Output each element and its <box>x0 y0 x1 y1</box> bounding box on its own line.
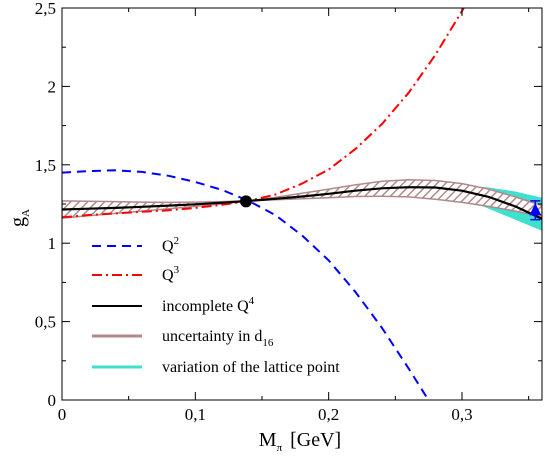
x-tick-label: 0,2 <box>318 405 339 424</box>
y-tick-label: 1 <box>48 234 57 253</box>
x-tick-label: 0,3 <box>451 405 472 424</box>
legend-label: uncertainty in d16 <box>162 328 274 349</box>
y-tick-label: 0,5 <box>35 313 56 332</box>
curves <box>62 8 542 400</box>
x-axis-title: Mπ [GeV] <box>259 429 341 454</box>
y-tick-label: 0 <box>48 391 57 410</box>
legend-item-d16: uncertainty in d16 <box>92 328 274 349</box>
bands <box>62 178 542 231</box>
legend-label: Q2 <box>162 235 179 255</box>
legend: Q2 Q3 incomplete Q4 uncertainty in d16 varia… <box>92 235 340 376</box>
x-tick-label: 0 <box>58 405 67 424</box>
chiral-limit-point <box>240 195 252 208</box>
q3-curve <box>62 8 465 219</box>
legend-item-q3: Q3 <box>92 264 180 284</box>
y-axis-ticks: 0 0,5 1 1,5 2 2,5 <box>35 0 542 410</box>
x-tick-label: 0,1 <box>185 405 206 424</box>
legend-item-q2: Q2 <box>92 235 179 255</box>
q4-curve <box>62 186 542 220</box>
d16-uncertainty-band <box>62 178 542 219</box>
lattice-point <box>529 203 542 216</box>
y-axis-title: gA <box>7 209 32 227</box>
x-axis-ticks: 0 0,1 0,2 0,3 <box>58 8 530 424</box>
q2-curve <box>62 169 430 400</box>
legend-item-lattice: variation of the lattice point <box>92 359 340 376</box>
legend-label: Q3 <box>162 264 180 284</box>
legend-label: variation of the lattice point <box>162 359 340 376</box>
markers <box>240 195 542 221</box>
y-tick-label: 2 <box>48 77 57 96</box>
legend-label: incomplete Q4 <box>162 295 255 315</box>
legend-item-q4: incomplete Q4 <box>92 295 255 315</box>
y-tick-label: 2,5 <box>35 0 56 18</box>
y-tick-label: 1,5 <box>35 156 56 175</box>
